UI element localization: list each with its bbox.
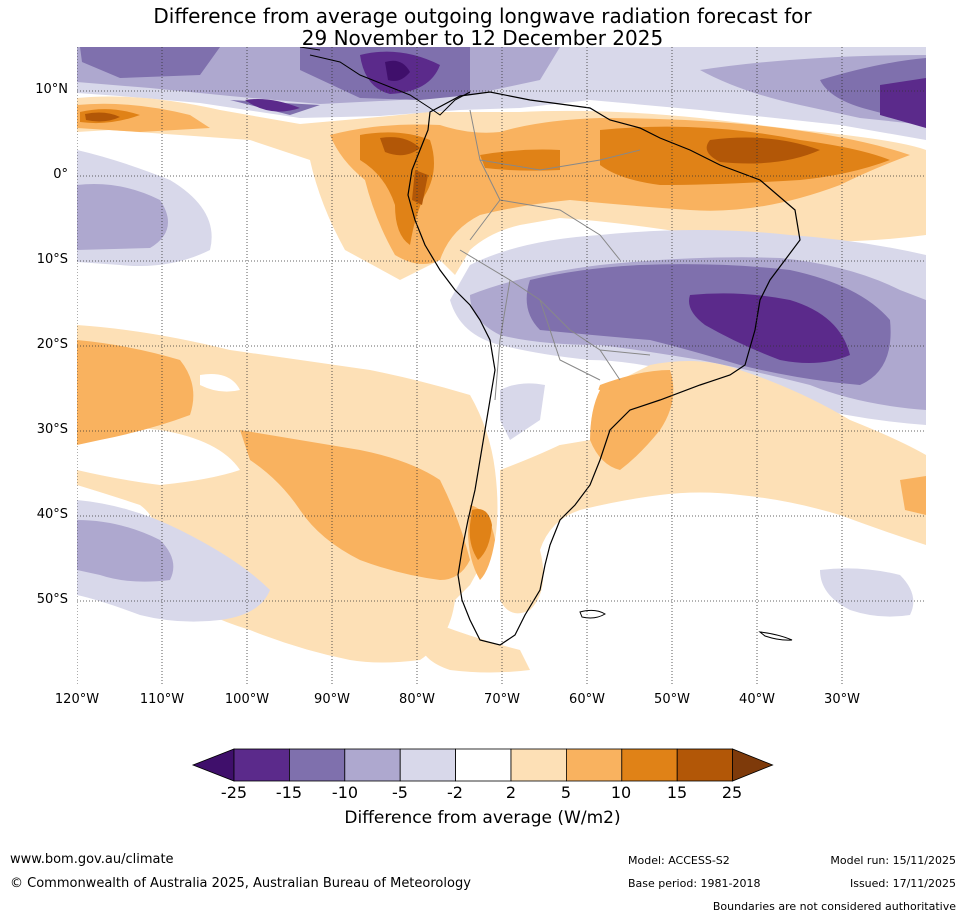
model-run-text: Model run: 15/11/2025 bbox=[830, 854, 956, 867]
model-text: Model: ACCESS-S2 bbox=[628, 854, 730, 867]
lon-label-60w: 60°W bbox=[569, 692, 605, 707]
colorbar-swatch bbox=[455, 748, 512, 782]
colorbar-tick-label: 25 bbox=[721, 783, 743, 802]
colorbar-tick-label: 10 bbox=[610, 783, 632, 802]
lon-label-120w: 120°W bbox=[54, 692, 100, 707]
colorbar-tick-label: -25 bbox=[220, 783, 248, 802]
colorbar-swatch bbox=[233, 748, 290, 782]
colorbar-tick-label: -10 bbox=[331, 783, 359, 802]
anomaly-north-purple-band-core bbox=[245, 51, 926, 128]
colorbar-label: Difference from average (W/m2) bbox=[344, 808, 621, 828]
lat-label-20s: 20°S bbox=[36, 337, 68, 352]
central-america-coastline bbox=[299, 47, 471, 116]
colorbar-swatch bbox=[288, 748, 346, 782]
colorbar-tick-label: -2 bbox=[447, 783, 463, 802]
anomaly-patagonia-orange bbox=[469, 509, 492, 560]
colorbar-tick-label: 15 bbox=[666, 783, 688, 802]
colorbar-tick-label: 2 bbox=[505, 783, 517, 802]
colorbar-arrow-low bbox=[191, 748, 235, 782]
map-title-line1: Difference from average outgoing longwav… bbox=[153, 4, 812, 28]
base-period-text: Base period: 1981-2018 bbox=[628, 877, 761, 890]
issued-text: Issued: 17/11/2025 bbox=[849, 877, 956, 890]
lon-label-110w: 110°W bbox=[139, 692, 185, 707]
anomaly-north-purple-band-mid bbox=[77, 47, 926, 125]
colorbar-swatch bbox=[510, 748, 567, 782]
disclaimer-text: Boundaries are not considered authoritat… bbox=[712, 900, 956, 913]
lat-label-50s: 50°S bbox=[36, 592, 68, 607]
lat-label-10s: 10°S bbox=[36, 252, 68, 267]
anomaly-southern-orange-mid bbox=[77, 340, 926, 580]
graticule bbox=[77, 47, 926, 685]
lat-label-10n: 10°N bbox=[35, 82, 68, 97]
lon-label-30w: 30°W bbox=[824, 692, 860, 707]
south-georgia bbox=[758, 631, 793, 641]
anomaly-sw-purple-patch-mid bbox=[77, 520, 174, 582]
copyright-text: © Commonwealth of Australia 2025, Austra… bbox=[10, 876, 471, 891]
lon-label-40w: 40°W bbox=[739, 692, 775, 707]
colorbar-tick-label: -5 bbox=[392, 783, 408, 802]
south-america-coastline bbox=[407, 91, 801, 646]
colorbar-swatch bbox=[344, 748, 401, 782]
anomaly-north-purple-band-deepest bbox=[385, 60, 410, 81]
anomaly-equatorial-orange-strong bbox=[80, 109, 890, 245]
colorbar bbox=[191, 748, 774, 782]
lat-label-30s: 30°S bbox=[36, 422, 68, 437]
colorbar-tick-label: -15 bbox=[275, 783, 303, 802]
lat-label-0: 0° bbox=[53, 167, 68, 182]
colorbar-swatch bbox=[399, 748, 457, 782]
anomaly-southern-orange-belt bbox=[77, 325, 926, 673]
country-borders bbox=[459, 109, 651, 401]
lon-label-100w: 100°W bbox=[224, 692, 270, 707]
website-link[interactable]: www.bom.gov.au/climate bbox=[10, 852, 174, 867]
lon-label-50w: 50°W bbox=[654, 692, 690, 707]
map-title-line2: 29 November to 12 December 2025 bbox=[301, 26, 664, 50]
lon-label-80w: 80°W bbox=[399, 692, 435, 707]
colorbar-swatch bbox=[676, 748, 734, 782]
anomaly-sw-purple-patch bbox=[77, 500, 914, 622]
lat-label-40s: 40°S bbox=[36, 507, 68, 522]
map-field bbox=[77, 47, 926, 685]
colorbar-swatch bbox=[621, 748, 678, 782]
colorbar-tick-label: 5 bbox=[560, 783, 572, 802]
colorbar-swatch bbox=[566, 748, 623, 782]
lon-label-70w: 70°W bbox=[484, 692, 520, 707]
lon-label-90w: 90°W bbox=[314, 692, 350, 707]
colorbar-arrow-high bbox=[732, 748, 774, 782]
